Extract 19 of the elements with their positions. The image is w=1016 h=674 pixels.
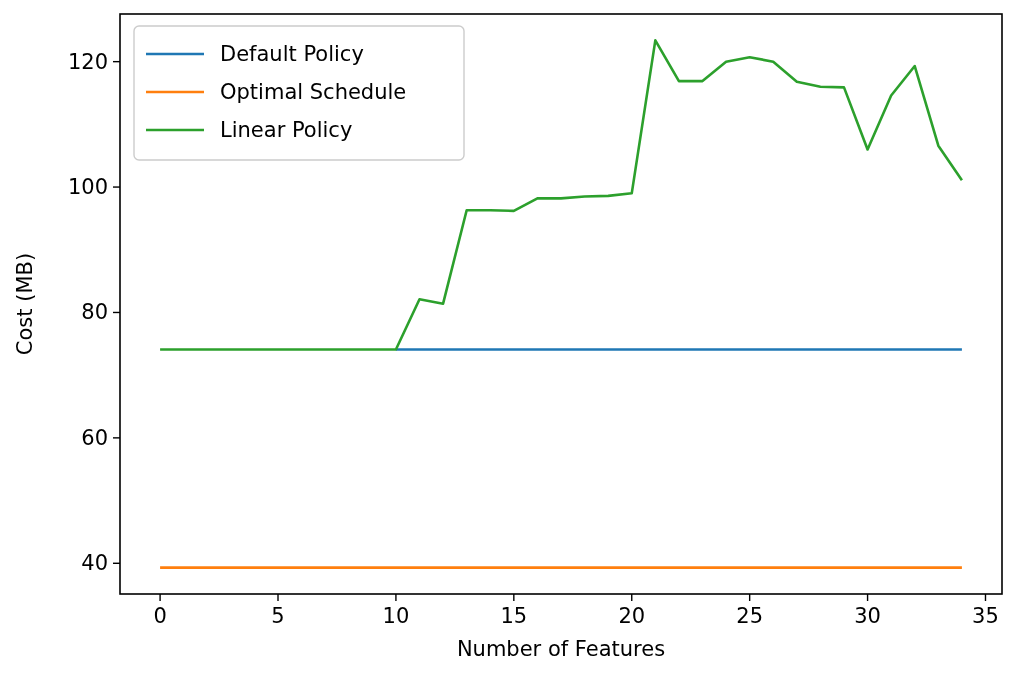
x-tick-label: 0 [153,604,167,628]
y-tick-label: 120 [67,49,108,74]
line-series [158,39,964,351]
y-tick-label: 100 [67,175,108,200]
y-tick-label: 60 [81,425,108,450]
legend-label: Linear Policy [220,118,353,142]
x-tick-label: 30 [854,604,881,628]
x-tick-label: 20 [618,604,646,628]
legend-label: Optimal Schedule [220,80,407,104]
x-tick-label: 35 [972,604,999,628]
legend-label: Default Policy [220,42,364,66]
x-tick-label: 25 [736,604,764,628]
x-tick-label: 10 [382,604,410,628]
x-tick-label: 5 [271,604,285,628]
y-tick-label: 80 [81,300,108,325]
y-axis-title: Cost (MB) [13,252,37,356]
x-tick-label: 15 [500,604,528,628]
y-tick-label: 40 [81,551,108,576]
x-axis-title: Number of Features [456,637,666,661]
